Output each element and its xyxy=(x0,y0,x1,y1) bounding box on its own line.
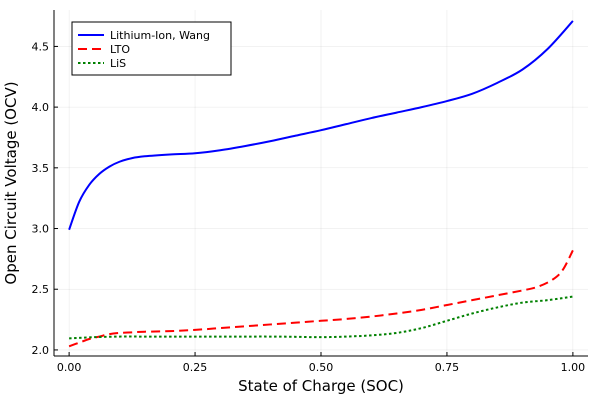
y-tick-label: 2.0 xyxy=(32,344,50,357)
ticks: 0.00 0.25 0.50 0.75 1.00 2.0 2.5 3.0 3.5 4.0 4.5 xyxy=(32,40,586,374)
x-tick-label: 0.00 xyxy=(57,361,82,374)
x-tick-label: 1.00 xyxy=(561,361,586,374)
x-axis-title: State of Charge (SOC) xyxy=(238,377,404,395)
series-line-1 xyxy=(68,249,574,348)
x-tick-label: 0.75 xyxy=(435,361,460,374)
y-axis-title: Open Circuit Voltage (OCV) xyxy=(2,81,20,284)
series-line-0 xyxy=(68,20,574,231)
y-tick-label: 3.0 xyxy=(32,223,50,236)
legend-entry-label: LTO xyxy=(110,43,130,56)
y-tick-label: 4.5 xyxy=(32,40,50,53)
y-tick-label: 2.5 xyxy=(32,283,50,296)
x-tick-label: 0.25 xyxy=(183,361,208,374)
series-line-2 xyxy=(69,295,574,340)
x-tick-label: 0.50 xyxy=(309,361,334,374)
y-tick-label: 3.5 xyxy=(32,162,50,175)
legend-entry-label: Lithium-Ion, Wang xyxy=(110,29,210,42)
y-tick-label: 4.0 xyxy=(32,101,50,114)
series-lines xyxy=(68,20,574,348)
legend-entry-label: LiS xyxy=(110,57,126,70)
grid xyxy=(54,10,588,356)
